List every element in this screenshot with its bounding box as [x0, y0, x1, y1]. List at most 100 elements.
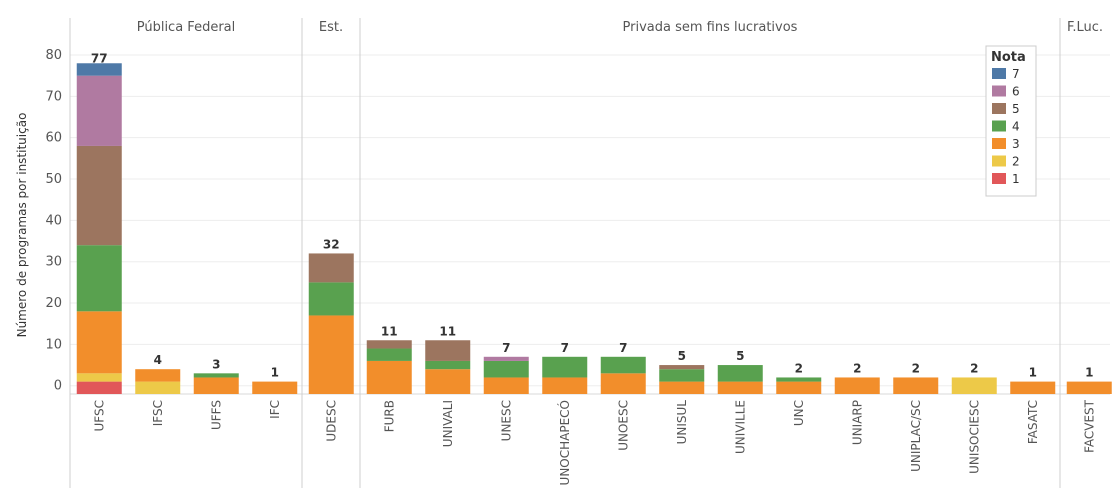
bar-total-label: 2	[795, 361, 803, 375]
y-axis-label: Número de programas por instituição	[15, 113, 29, 338]
legend-swatch	[992, 173, 1006, 184]
gridlines	[70, 54, 1110, 395]
bar-total-label: 7	[561, 341, 569, 355]
bar-segment	[659, 365, 705, 370]
bar-total-label: 1	[1029, 366, 1037, 380]
bar-segment	[776, 377, 822, 382]
x-category-label: UNISUL	[675, 400, 689, 445]
bar-segment	[425, 369, 471, 394]
legend-item-label: 5	[1012, 102, 1020, 116]
bar-total-label: 32	[323, 237, 340, 251]
group-dividers	[69, 18, 1061, 488]
bar-total-label: 5	[678, 349, 686, 363]
bar-segment	[717, 381, 763, 394]
bar-total-label: 11	[381, 324, 398, 338]
x-category-label: UNOESC	[616, 400, 630, 451]
group-label: F.Luc.	[1067, 20, 1103, 35]
y-axis-ticks: 0 10 20 30 40 50 60 70 80	[45, 48, 62, 394]
legend-swatch	[992, 120, 1006, 132]
legend-item-label: 4	[1012, 120, 1020, 134]
x-category-label: UNISOCIESC	[967, 400, 981, 474]
bar-segment	[483, 356, 529, 361]
bar-segment	[1066, 381, 1112, 394]
group-label: Pública Federal	[137, 20, 236, 35]
bar-total-label: 2	[970, 361, 978, 375]
x-category-label: UNIPLAC/SC	[909, 400, 923, 472]
bar-total-label: 4	[154, 353, 162, 367]
bar-segment	[483, 377, 529, 394]
bar-segment	[366, 360, 412, 394]
group-label: Est.	[319, 20, 343, 35]
bar-segment	[834, 377, 880, 394]
bar-segment	[659, 381, 705, 394]
bar-segment	[951, 377, 997, 394]
x-category-label: UFFS	[209, 400, 223, 430]
y-tick-label: 60	[45, 131, 62, 146]
bar-segment	[308, 315, 354, 394]
bar-total-label: 77	[91, 51, 108, 65]
bar-segment	[893, 377, 939, 394]
bar-segment	[76, 311, 122, 374]
bar-segment	[193, 373, 239, 378]
bar-total-label: 11	[439, 324, 456, 338]
legend-swatch	[992, 85, 1006, 97]
bar-total-label: 5	[736, 349, 744, 363]
bar-segment	[76, 381, 122, 394]
bar-segment	[193, 377, 239, 394]
legend-item-label: 6	[1012, 85, 1020, 99]
legend-swatch	[992, 138, 1006, 149]
x-category-label: FACVEST	[1082, 399, 1096, 453]
x-category-label: UNIVALI	[441, 400, 455, 447]
bars	[76, 63, 1112, 394]
legend-item-label: 7	[1012, 67, 1020, 81]
bar-segment	[600, 356, 646, 374]
legend-item-label: 1	[1012, 172, 1020, 186]
group-label: Privada sem fins lucrativos	[623, 20, 798, 35]
y-tick-label: 0	[54, 379, 62, 394]
x-category-label: FURB	[382, 400, 396, 432]
bar-segment	[76, 63, 122, 76]
legend-items: 7 6 5 4 3 2 1	[992, 67, 1020, 186]
bar-segment	[135, 369, 181, 382]
y-tick-label: 40	[45, 213, 62, 228]
x-category-label: UNIVILLE	[733, 400, 747, 454]
bar-segment	[308, 253, 354, 283]
y-tick-label: 30	[45, 255, 62, 270]
group-labels: Pública Federal Est. Privada sem fins lucr…	[137, 20, 1103, 35]
bar-segment	[76, 245, 122, 312]
y-tick-label: 70	[45, 89, 62, 104]
x-category-label: IFC	[268, 400, 282, 419]
x-category-label: UNOCHAPECÓ	[557, 400, 572, 485]
bar-segment	[1010, 381, 1056, 394]
bar-segment	[366, 340, 412, 349]
legend-item-label: 3	[1012, 137, 1020, 151]
y-tick-label: 50	[45, 172, 62, 187]
legend-swatch	[992, 68, 1006, 79]
bar-segment	[366, 348, 412, 361]
bar-segment	[76, 145, 122, 246]
x-axis-categories: UFSC IFSC UFFS IFC UDESC FURB UNIVALI UNESC UNOC…	[92, 399, 1096, 485]
y-tick-label: 80	[45, 48, 62, 63]
bar-segment	[76, 75, 122, 146]
legend-swatch	[992, 155, 1006, 167]
bar-segment	[308, 282, 354, 316]
bar-segment	[776, 381, 822, 394]
legend-title: Nota	[991, 50, 1026, 65]
bar-total-label: 2	[853, 361, 861, 375]
bar-segment	[659, 369, 705, 382]
y-tick-label: 10	[45, 337, 62, 352]
x-category-label: UNC	[792, 400, 806, 426]
bar-segment	[542, 377, 588, 394]
bar-segment	[717, 365, 763, 382]
x-category-label: FASATC	[1026, 400, 1040, 444]
bar-total-label: 3	[212, 357, 220, 371]
bar-segment	[542, 356, 588, 378]
bar-segment	[76, 373, 122, 382]
bar-segment	[425, 360, 471, 370]
legend-swatch	[992, 103, 1006, 114]
bar-total-label: 7	[502, 341, 510, 355]
bar-total-label: 1	[1085, 366, 1093, 380]
bar-segment	[600, 373, 646, 394]
x-category-label: UDESC	[324, 400, 338, 442]
